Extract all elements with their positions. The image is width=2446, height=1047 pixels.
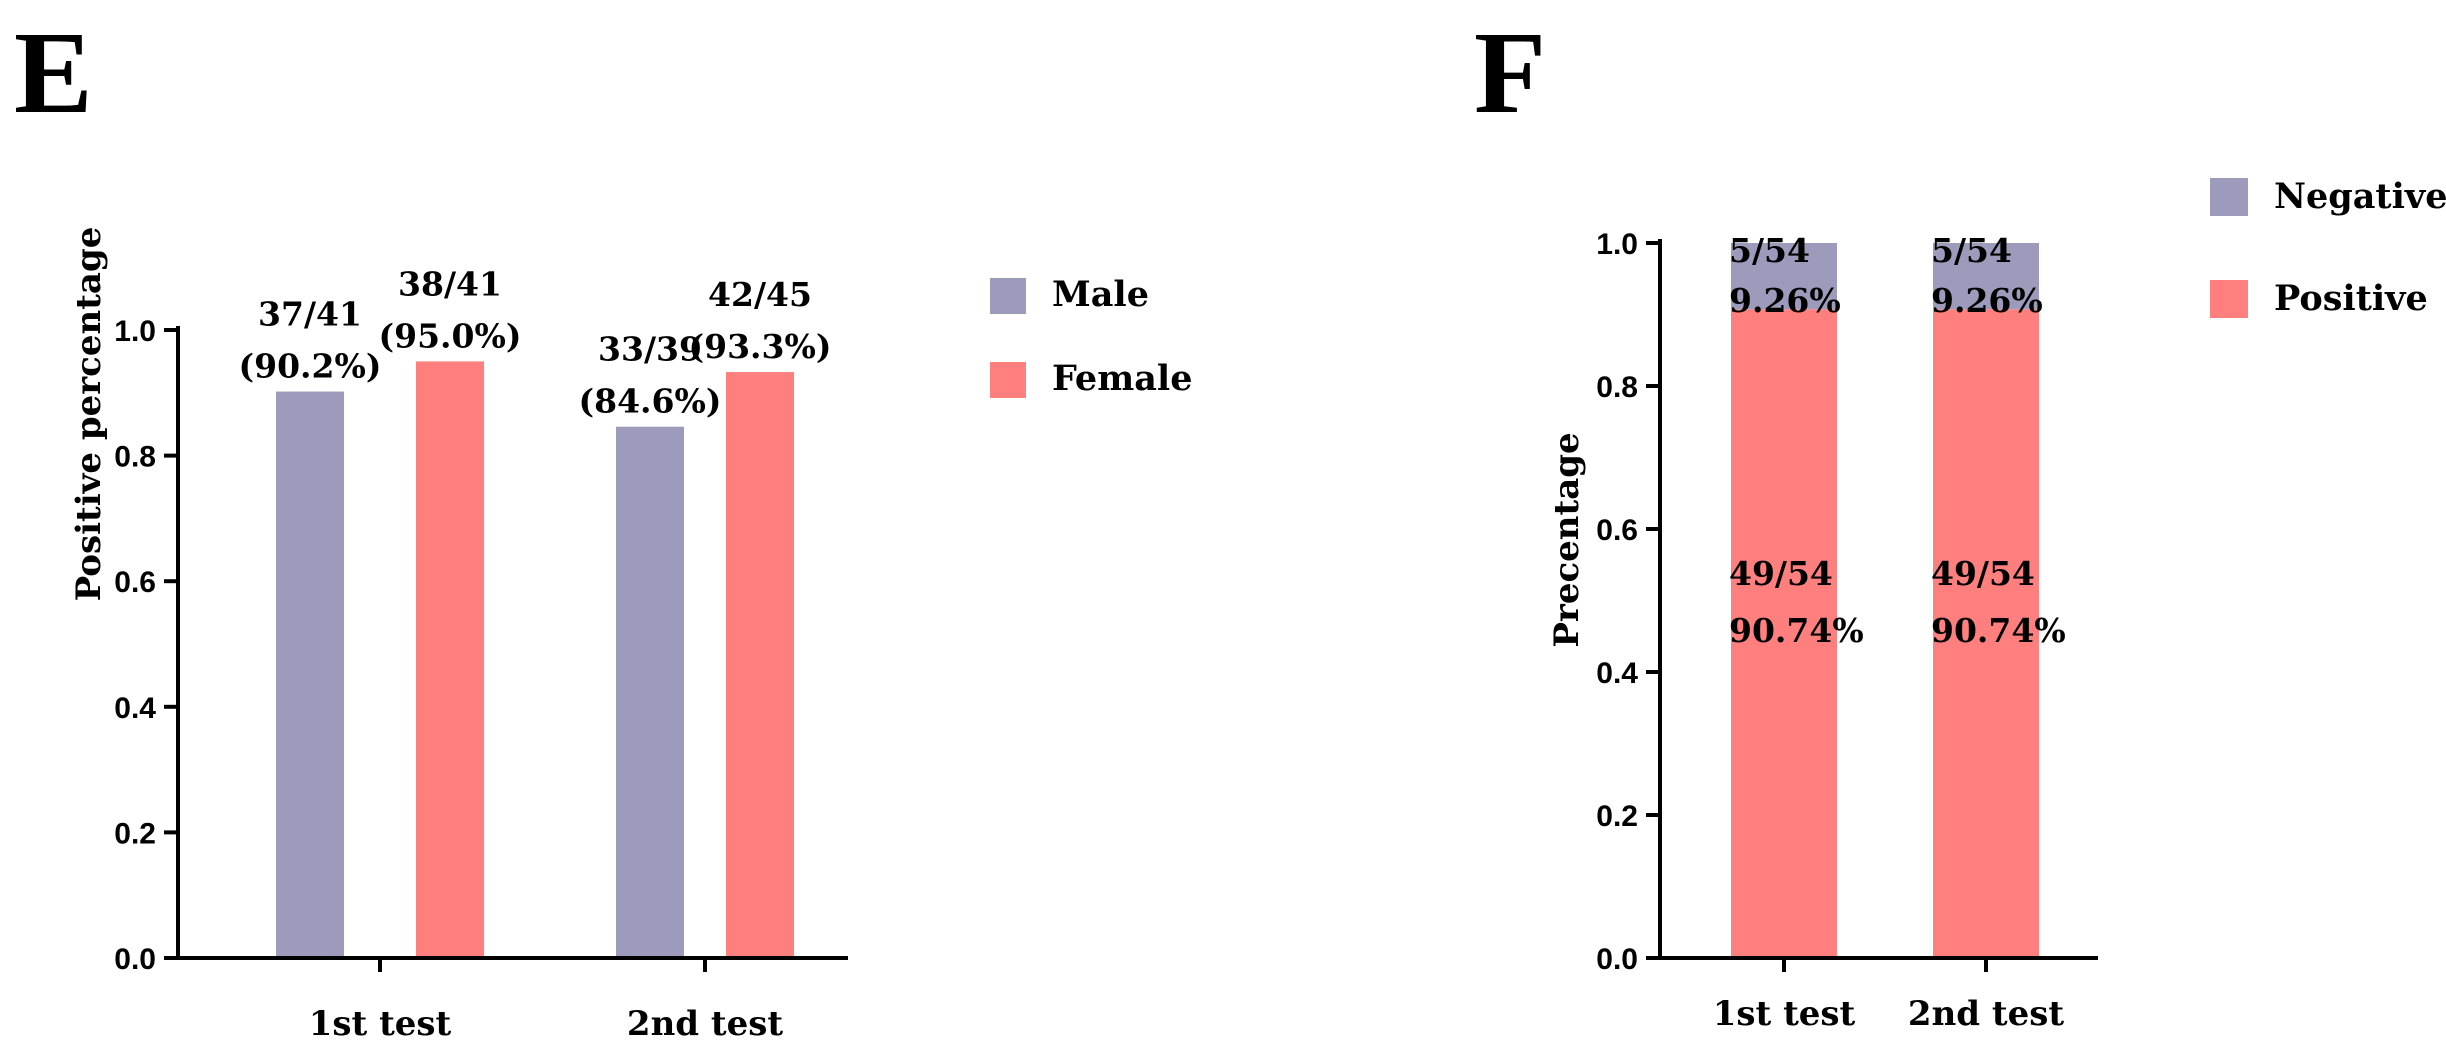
f-negative-label-count: 5/54 — [1931, 231, 2012, 270]
legend-swatch-female — [990, 362, 1026, 398]
e-bars — [276, 361, 794, 958]
f-positive-label-count: 49/54 — [1729, 554, 1833, 593]
f-bar-labels: 5/54 9.26% 49/54 90.74% 5/54 9.26% 49/54 90.74% — [1729, 231, 2066, 650]
f-y-tick-label: 0.8 — [1596, 371, 1638, 404]
e-bar-label-count: 33/39 — [598, 330, 702, 369]
f-y-tick-label: 0.6 — [1596, 514, 1638, 547]
e-bar-male — [616, 426, 684, 958]
f-negative-label-count: 5/54 — [1729, 231, 1810, 270]
f-bar-positive — [1731, 309, 1837, 959]
f-bars — [1731, 243, 2039, 959]
f-x-tick-label: 2nd test — [1908, 994, 2064, 1034]
f-positive-label-percent: 90.74% — [1931, 611, 2066, 650]
f-y-tick-label: 0.4 — [1596, 657, 1638, 690]
e-legend: Male Female — [990, 274, 1192, 399]
e-bar-label-percent: (95.0%) — [379, 316, 522, 355]
f-y-axis: 0.0 0.2 0.4 0.6 0.8 1.0 — [1596, 228, 1660, 976]
legend-label-negative: Negative — [2274, 176, 2446, 217]
f-y-axis-title: Precentage — [1547, 432, 1587, 647]
e-x-axis: 1st test 2nd test — [309, 958, 783, 1044]
e-y-tick-label: 0.8 — [114, 441, 156, 474]
e-bar-label-count: 38/41 — [398, 264, 502, 303]
e-y-tick-label: 0.0 — [114, 943, 156, 976]
legend-label-female: Female — [1052, 358, 1192, 399]
f-y-tick-label: 1.0 — [1596, 228, 1638, 261]
f-legend: Negative Positive — [2210, 176, 2446, 319]
e-bar-female — [416, 361, 484, 958]
e-bar-label-count: 42/45 — [708, 275, 812, 314]
f-negative-label-percent: 9.26% — [1931, 281, 2043, 320]
e-bar-female — [726, 372, 794, 958]
e-bar-label-percent: (90.2%) — [239, 347, 382, 386]
e-y-axis: 0.0 0.2 0.4 0.6 0.8 1.0 — [114, 315, 178, 976]
e-y-tick-label: 0.4 — [114, 692, 156, 725]
e-x-tick-label: 2nd test — [627, 1004, 783, 1044]
f-negative-label-percent: 9.26% — [1729, 281, 1841, 320]
e-bar-labels: 37/41 (90.2%) 38/41 (95.0%) 33/39 (84.6%) 42/4… — [239, 264, 832, 420]
legend-label-male: Male — [1052, 274, 1149, 315]
panel-e: E Positive percentage 0.0 0.2 0.4 0.6 0.8 1.0… — [14, 7, 1192, 1044]
e-y-tick-label: 0.2 — [114, 817, 156, 850]
panel-f: F Precentage 0.0 0.2 0.4 0.6 0.8 1.0 5/54 9.26… — [1474, 7, 2446, 1034]
e-bar-male — [276, 391, 344, 958]
e-y-tick-label: 1.0 — [114, 315, 156, 348]
e-axes — [176, 326, 848, 960]
e-y-axis-title: Positive percentage — [69, 227, 109, 602]
panel-letter-f: F — [1474, 7, 1546, 138]
f-bar-negative — [1933, 243, 2039, 310]
legend-swatch-negative — [2210, 178, 2248, 216]
e-x-tick-label: 1st test — [309, 1004, 452, 1044]
f-bar-negative — [1731, 243, 1837, 310]
f-bar-positive — [1933, 309, 2039, 959]
legend-swatch-male — [990, 278, 1026, 314]
panel-letter-e: E — [14, 7, 93, 138]
f-x-axis: 1st test 2nd test — [1713, 958, 2064, 1034]
f-x-tick-label: 1st test — [1713, 994, 1856, 1034]
legend-label-positive: Positive — [2274, 278, 2428, 319]
e-y-tick-label: 0.6 — [114, 566, 156, 599]
f-positive-label-percent: 90.74% — [1729, 611, 1864, 650]
legend-swatch-positive — [2210, 280, 2248, 318]
f-y-tick-label: 0.2 — [1596, 800, 1638, 833]
e-bar-label-percent: (93.3%) — [689, 327, 832, 366]
e-bar-label-percent: (84.6%) — [579, 382, 722, 421]
f-y-tick-label: 0.0 — [1596, 943, 1638, 976]
f-positive-label-count: 49/54 — [1931, 554, 2035, 593]
f-axes — [1658, 239, 2098, 960]
e-bar-label-count: 37/41 — [258, 295, 362, 334]
